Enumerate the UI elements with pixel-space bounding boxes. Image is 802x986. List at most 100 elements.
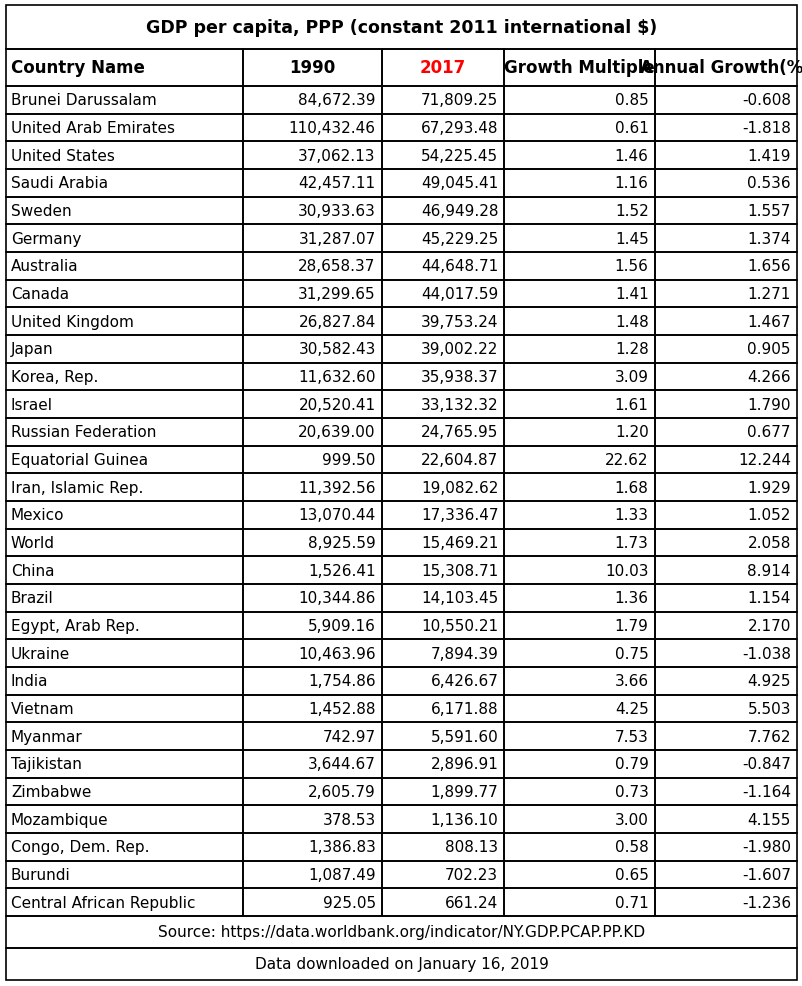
Bar [504, 447, 654, 474]
Bar [381, 806, 504, 833]
Text: 2,896.91: 2,896.91 [430, 756, 498, 772]
Bar [504, 390, 654, 419]
Bar [6, 888, 243, 916]
Bar [381, 723, 504, 750]
Bar [6, 833, 243, 861]
Text: Egypt, Arab Rep.: Egypt, Arab Rep. [11, 618, 140, 633]
Bar [654, 170, 796, 197]
Bar [654, 612, 796, 640]
Bar [381, 197, 504, 225]
Text: 0.71: 0.71 [614, 894, 648, 910]
Text: Zimbabwe: Zimbabwe [11, 784, 91, 800]
Bar [243, 778, 381, 806]
Bar [243, 640, 381, 668]
Text: 42,457.11: 42,457.11 [298, 176, 375, 191]
Bar [654, 833, 796, 861]
Text: 5.503: 5.503 [747, 701, 790, 716]
Text: 1.052: 1.052 [747, 508, 790, 523]
Text: 37,062.13: 37,062.13 [298, 149, 375, 164]
Bar [243, 833, 381, 861]
Text: GDP per capita, PPP (constant 2011 international $): GDP per capita, PPP (constant 2011 inter… [146, 19, 656, 36]
Bar [504, 474, 654, 502]
Bar [504, 888, 654, 916]
Text: Mexico: Mexico [11, 508, 64, 523]
Bar [6, 419, 243, 447]
Text: 35,938.37: 35,938.37 [420, 370, 498, 385]
Text: 71,809.25: 71,809.25 [420, 94, 498, 108]
Bar [504, 750, 654, 778]
Bar [6, 723, 243, 750]
Text: -1.607: -1.607 [741, 867, 790, 882]
Text: Equatorial Guinea: Equatorial Guinea [11, 453, 148, 467]
Bar [6, 197, 243, 225]
Text: Vietnam: Vietnam [11, 701, 75, 716]
Bar [6, 50, 243, 87]
Bar [243, 335, 381, 363]
Bar [243, 502, 381, 529]
Bar [504, 252, 654, 280]
Text: 1.45: 1.45 [614, 232, 648, 246]
Text: 1.419: 1.419 [747, 149, 790, 164]
Text: 7.762: 7.762 [747, 729, 790, 743]
Bar [6, 778, 243, 806]
Bar [654, 447, 796, 474]
Bar [6, 225, 243, 252]
Bar [381, 778, 504, 806]
Bar [504, 806, 654, 833]
Text: 4.155: 4.155 [747, 811, 790, 827]
Bar [654, 390, 796, 419]
Bar [504, 114, 654, 142]
Bar [504, 668, 654, 695]
Text: 22.62: 22.62 [605, 453, 648, 467]
Text: 0.677: 0.677 [747, 425, 790, 440]
Bar [381, 750, 504, 778]
Bar [243, 557, 381, 585]
Text: 13,070.44: 13,070.44 [298, 508, 375, 523]
Bar [504, 50, 654, 87]
Text: 1.41: 1.41 [614, 287, 648, 302]
Bar [381, 585, 504, 612]
Text: 2.170: 2.170 [747, 618, 790, 633]
Bar [504, 612, 654, 640]
Text: Korea, Rep.: Korea, Rep. [11, 370, 99, 385]
Bar [6, 529, 243, 557]
Text: 0.58: 0.58 [614, 839, 648, 855]
Text: Israel: Israel [11, 397, 53, 412]
Bar [243, 114, 381, 142]
Text: Mozambique: Mozambique [11, 811, 108, 827]
Bar [504, 723, 654, 750]
Bar [654, 502, 796, 529]
Text: 0.536: 0.536 [747, 176, 790, 191]
Bar [381, 390, 504, 419]
Text: 5,909.16: 5,909.16 [307, 618, 375, 633]
Bar [654, 529, 796, 557]
Bar [504, 280, 654, 308]
Bar [6, 502, 243, 529]
Bar [381, 335, 504, 363]
Text: 1.154: 1.154 [747, 591, 790, 605]
Text: 0.65: 0.65 [614, 867, 648, 882]
Bar [243, 529, 381, 557]
Text: 15,469.21: 15,469.21 [420, 535, 498, 550]
Bar [243, 308, 381, 335]
Bar [504, 502, 654, 529]
Bar [654, 640, 796, 668]
Bar [654, 252, 796, 280]
Bar [654, 419, 796, 447]
Text: 1.73: 1.73 [614, 535, 648, 550]
Bar [654, 474, 796, 502]
Bar [6, 142, 243, 170]
Bar [381, 252, 504, 280]
Bar [243, 252, 381, 280]
Bar [654, 87, 796, 114]
Text: -1.038: -1.038 [741, 646, 790, 661]
Bar [654, 778, 796, 806]
Bar [243, 447, 381, 474]
Text: Country Name: Country Name [11, 59, 144, 78]
Bar [381, 50, 504, 87]
Bar [381, 474, 504, 502]
Text: United States: United States [11, 149, 115, 164]
Bar [504, 640, 654, 668]
Text: 7,894.39: 7,894.39 [430, 646, 498, 661]
Text: 1.36: 1.36 [614, 591, 648, 605]
